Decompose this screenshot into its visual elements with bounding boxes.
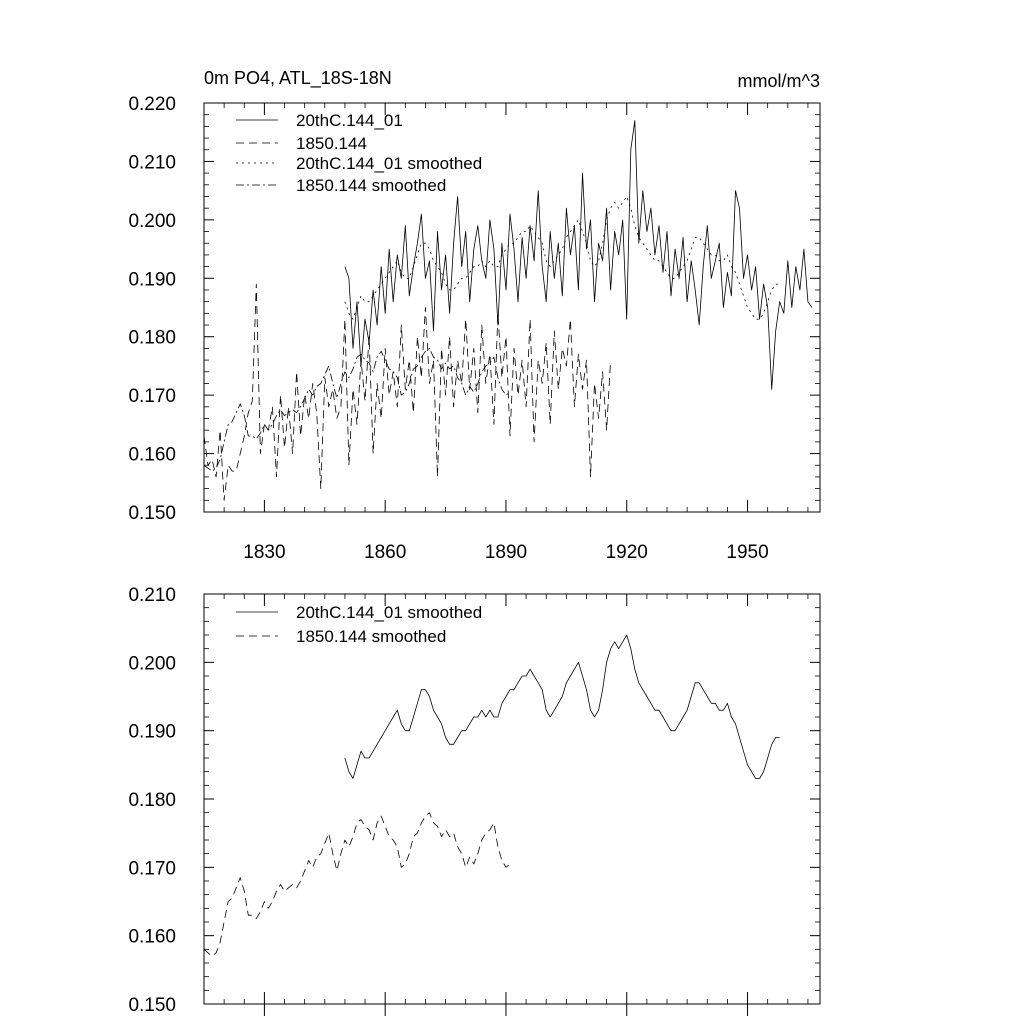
legend-label-1850: 1850.144 xyxy=(296,134,367,153)
legend-label-20thc: 20thC.144_01 xyxy=(296,111,403,130)
top-ytick-label: 0.170 xyxy=(128,386,176,407)
top-xtick-label: 1890 xyxy=(485,542,527,563)
bottom-y-tick-labels: 0.150 0.160 0.170 0.180 0.190 0.200 0.210 xyxy=(128,585,176,1016)
bottom-panel: 0.150 0.160 0.170 0.180 0.190 0.200 0.210 20th… xyxy=(128,585,821,1016)
legend-label-1850-smoothed: 1850.144 smoothed xyxy=(296,176,446,195)
top-ytick-label: 0.150 xyxy=(128,503,176,524)
top-series-lines xyxy=(203,120,813,501)
top-units: mmol/m^3 xyxy=(738,71,820,91)
bot-ytick-label: 0.170 xyxy=(128,858,176,879)
top-ytick-label: 0.200 xyxy=(128,211,176,232)
top-xtick-label: 1950 xyxy=(726,542,768,563)
top-ytick-label: 0.160 xyxy=(128,445,176,466)
series-20thc-smoothed-line xyxy=(344,196,780,320)
bottom-plot-frame xyxy=(203,593,821,1005)
bot-ytick-label: 0.180 xyxy=(128,790,176,811)
series-20thc-line xyxy=(344,120,813,390)
top-xtick-label: 1920 xyxy=(606,542,648,563)
top-title: 0m PO4, ATL_18S-18N xyxy=(204,68,392,89)
top-legend: 20thC.144_01 1850.144 20thC.144_01 smoot… xyxy=(236,111,482,195)
top-ytick-label: 0.190 xyxy=(128,269,176,290)
top-ytick-label: 0.220 xyxy=(128,94,176,115)
top-panel: 0m PO4, ATL_18S-18N mmol/m^3 0.1500.1600… xyxy=(128,68,821,563)
bot-ytick-label: 0.150 xyxy=(128,995,176,1016)
top-xtick-label: 1860 xyxy=(364,542,406,563)
series-1850-line xyxy=(203,283,611,501)
bottom-series-20thc-smoothed-line xyxy=(344,634,780,779)
top-x-tick-labels: 1830 1860 1890 1920 1950 xyxy=(243,542,768,563)
bottom-series-1850-smoothed-line xyxy=(203,812,511,957)
bottom-series-lines xyxy=(203,634,780,957)
top-plot-frame xyxy=(203,102,821,513)
top-ticks xyxy=(204,102,820,513)
bot-ytick-label: 0.160 xyxy=(128,927,176,948)
bottom-legend-label-1850-smoothed: 1850.144 smoothed xyxy=(296,627,446,646)
bottom-legend: 20thC.144_01 smoothed 1850.144 smoothed xyxy=(236,603,482,646)
bot-ytick-label: 0.190 xyxy=(128,722,176,743)
top-ytick-label: 0.180 xyxy=(128,328,176,349)
bottom-legend-label-20thc-smoothed: 20thC.144_01 smoothed xyxy=(296,603,482,622)
series-1850-smoothed-line xyxy=(203,347,511,472)
top-xtick-label: 1830 xyxy=(243,542,285,563)
bot-ytick-label: 0.210 xyxy=(128,585,176,606)
top-y-tick-labels: 0.150 0.160 0.170 0.180 0.190 0.200 0.210 0.220 xyxy=(128,94,176,524)
legend-label-20thc-smoothed: 20thC.144_01 smoothed xyxy=(296,154,482,173)
bottom-ticks xyxy=(204,593,820,1016)
top-ytick-label: 0.210 xyxy=(128,152,176,173)
bot-ytick-label: 0.200 xyxy=(128,653,176,674)
